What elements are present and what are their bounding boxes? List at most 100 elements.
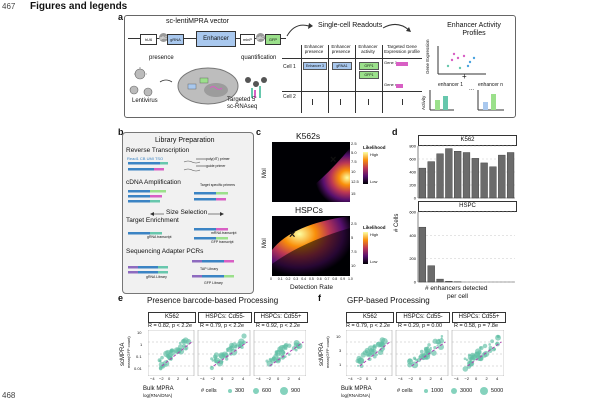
polyt-label: poly(dT) primer — [206, 157, 230, 161]
gene1-label: Gene 1 — [384, 60, 398, 65]
f-legend-1: 3000 — [460, 388, 473, 394]
top-ytick-4: 12.5 — [351, 179, 359, 184]
f-facet-2: HSPCs: Cd55+ — [452, 312, 506, 323]
scatter-point — [238, 338, 245, 345]
scatter-point — [160, 355, 164, 360]
genex-bar — [396, 84, 403, 88]
heatmap-xtick: 0.5 — [309, 277, 314, 281]
table-rule-top — [282, 58, 422, 59]
heatmap-top-title: K562s — [296, 131, 321, 141]
e-ytick-2: 0.1 — [136, 354, 142, 359]
scatter-point — [472, 357, 476, 361]
panel-e-letter: e — [118, 293, 124, 303]
heatmap-bottom-ylabel: Mol — [262, 238, 268, 248]
f-xlabel-1: Bulk MPRA — [341, 386, 372, 392]
scatter-point — [482, 343, 488, 349]
panel-e-title: Presence barcode-based Processing — [147, 296, 279, 305]
scatter-point — [436, 344, 439, 347]
table-vline-2 — [328, 45, 329, 113]
gbc2-element: gBC — [256, 33, 265, 42]
e-legend-graphic — [228, 387, 288, 395]
gfp-library-label: GFP Library — [204, 281, 223, 285]
scatter-point — [283, 344, 288, 350]
scatter-xtick: −2 — [408, 376, 414, 381]
scatter-point — [437, 343, 444, 350]
scatter-point — [407, 362, 413, 368]
scatter-xtick: 0 — [419, 376, 422, 381]
bar-0-0 — [418, 167, 427, 199]
f-legend-title: # cells — [397, 388, 413, 394]
e-stat-1: R = 0.79, p < 2.2e — [200, 323, 245, 329]
chip-grna1: gRNA1 — [332, 62, 352, 70]
seq-pcr-heading: Sequencing Adapter PCRs — [126, 248, 204, 255]
vector-title: sc-lentiMPRA vector — [166, 18, 230, 25]
scatter-point — [488, 345, 493, 350]
scatter-xtick: 0 — [475, 376, 478, 381]
scatter-point — [165, 349, 171, 356]
top-ytick-2: 7.5 — [351, 159, 357, 164]
chip-enhancer3: Enhancer 3 — [303, 62, 327, 70]
panel-f-title: GFP-based Processing — [347, 296, 430, 305]
f-legend-graphic — [424, 387, 488, 395]
scatter-point — [482, 350, 490, 358]
scatter-point — [469, 356, 473, 361]
heatmap-xtick: 0.3 — [293, 277, 299, 281]
scatter-point — [469, 360, 472, 363]
gfp-element: GFP — [265, 34, 281, 45]
heatmap-xtick: 0.8 — [332, 277, 338, 281]
scatter-point — [213, 352, 219, 358]
scatter-point — [372, 354, 377, 359]
bar-0-3 — [445, 148, 453, 199]
scatter-point — [169, 349, 176, 356]
scatter-point — [225, 347, 230, 352]
bar-1-1 — [427, 265, 435, 283]
scatter-xtick: −2 — [266, 376, 272, 381]
panel-c-letter: c — [256, 127, 262, 137]
scatter-point — [181, 339, 186, 344]
scatter-point — [238, 344, 241, 346]
heatmap-top-marker: × — [330, 154, 337, 166]
f-ytick-0: 10 — [336, 334, 341, 339]
legend-top-title: Likelihood — [363, 145, 386, 150]
e-stat-0: R = 0.82, p < 2.2e — [148, 323, 193, 329]
scatter-point — [375, 353, 379, 356]
table-header-1: Enhancer presence — [304, 44, 324, 54]
e-legend-2: 900 — [291, 388, 301, 394]
heatmap-bottom — [272, 216, 350, 276]
cdna-heading: cDNA Amplification — [126, 179, 181, 186]
f-facet-0: K562 — [346, 312, 394, 323]
bar-ytick-label: 0 — [414, 280, 417, 285]
scatter-point — [221, 360, 224, 363]
scatter-point — [166, 355, 171, 359]
panel-a-letter: a — [118, 12, 124, 22]
scatter-point — [357, 364, 360, 367]
scatter-xtick: 2 — [287, 376, 290, 381]
lentivirus-cell-graphic — [129, 67, 267, 105]
bottom-ytick-3: 10 — [351, 263, 356, 268]
scatter-xtick: −2 — [159, 376, 164, 381]
scatter-point — [160, 364, 166, 369]
scatter-point — [209, 365, 214, 371]
scatter-point — [185, 339, 192, 345]
scatter-trendline — [467, 341, 502, 367]
cell2-mark-1 — [312, 99, 313, 105]
bar-xlabel-1: # enhancers detected — [425, 285, 488, 292]
bar-0-6 — [471, 158, 479, 199]
scatter-point — [465, 358, 469, 362]
legend-bottom-high: High — [370, 232, 379, 237]
scatter-point — [235, 344, 238, 347]
scatter-point — [231, 342, 238, 349]
rt-sub: Read1 CB UMI TSO — [127, 156, 164, 161]
scatter-xtick: 0 — [168, 376, 171, 381]
profiles-plus: + — [462, 72, 467, 81]
e-ylabel-2: mean(GFP count) — [126, 336, 131, 368]
scatter-point — [479, 346, 482, 349]
rt-heading: Reverse Transcription — [126, 147, 190, 154]
e-legend-0: 300 — [235, 388, 245, 394]
cell2-mark-2 — [340, 99, 341, 105]
bottom-ytick-2: 7.5 — [351, 249, 357, 254]
e-facet-2: HSPCs: Cd55+ — [254, 312, 308, 323]
scatter-xtick: −4 — [398, 376, 403, 381]
scatter-point — [176, 348, 182, 354]
f-stat-1: R = 0.29, p = 0.00 — [398, 323, 443, 329]
